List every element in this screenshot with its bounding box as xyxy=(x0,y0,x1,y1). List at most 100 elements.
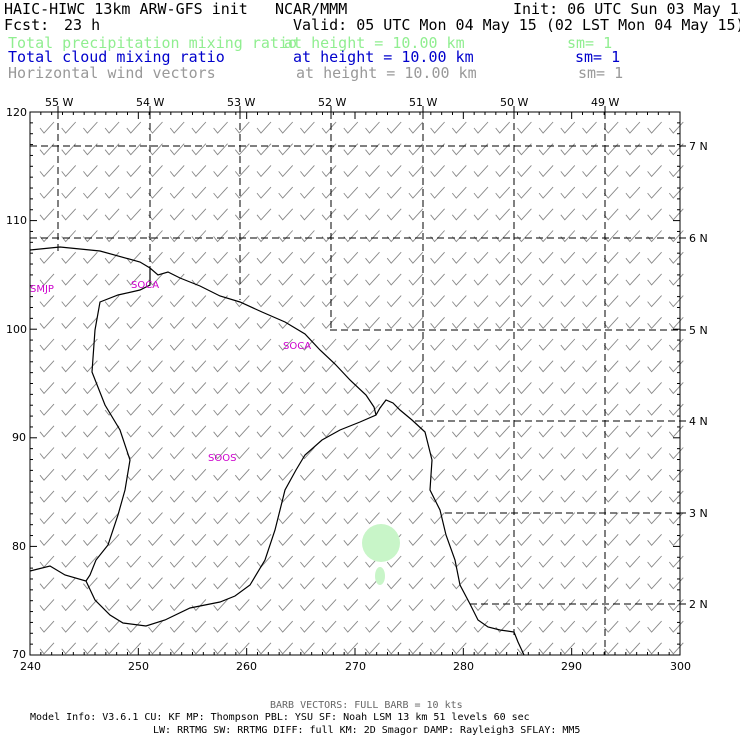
wind-barb xyxy=(538,143,554,156)
wind-barb xyxy=(61,599,77,612)
wind-barb xyxy=(365,165,380,178)
wind-barb xyxy=(213,186,228,199)
wind-barb xyxy=(61,512,77,525)
wind-barb xyxy=(191,316,207,329)
wind-barb xyxy=(83,273,98,286)
wind-barb xyxy=(668,251,684,264)
wind-barb xyxy=(386,338,402,351)
wind-barb xyxy=(256,577,272,590)
wind-barb xyxy=(169,143,185,156)
wind-barb xyxy=(647,295,662,308)
wind-barb xyxy=(126,468,142,481)
wind-barb xyxy=(517,273,532,286)
wind-barb xyxy=(538,316,554,329)
wind-barb xyxy=(83,360,98,373)
wind-barb xyxy=(473,208,489,221)
wind-barb xyxy=(625,512,641,525)
wind-barb xyxy=(343,382,359,395)
wind-barb xyxy=(668,186,684,199)
wind-barb xyxy=(451,186,467,199)
y-tick-label: 110 xyxy=(6,214,27,227)
wind-barb xyxy=(430,251,445,264)
wind-barb xyxy=(668,230,684,243)
wind-barb xyxy=(148,490,163,503)
wind-barb xyxy=(473,490,489,503)
wind-barb xyxy=(538,208,554,221)
wind-barb xyxy=(278,599,294,612)
wind-barb xyxy=(256,273,272,286)
wind-barb xyxy=(603,360,619,373)
wind-barb xyxy=(430,620,445,633)
wind-barb xyxy=(408,382,424,395)
wind-barb xyxy=(104,403,120,416)
lon-label: 55 W xyxy=(45,96,74,109)
wind-barb xyxy=(61,490,77,503)
wind-barb xyxy=(234,165,250,178)
wind-barb xyxy=(560,295,576,308)
wind-barb xyxy=(495,447,511,460)
wind-barb xyxy=(408,533,424,546)
border-west-south xyxy=(29,399,525,656)
wind-barb xyxy=(256,121,272,134)
wind-barb xyxy=(343,620,359,633)
wind-barb xyxy=(538,620,554,633)
wind-barb xyxy=(126,165,142,178)
wind-barb xyxy=(321,208,337,221)
wind-barb xyxy=(300,403,315,416)
wind-barb xyxy=(278,447,294,460)
model-info-line1: Model Info: V3.6.1 CU: KF MP: Thompson P… xyxy=(30,712,530,723)
wind-barb xyxy=(278,512,294,525)
wind-barb xyxy=(256,230,272,243)
wind-barb xyxy=(39,295,55,308)
wind-barb xyxy=(39,382,55,395)
wind-barb xyxy=(603,447,619,460)
wind-barb xyxy=(408,577,424,590)
wind-barb xyxy=(582,642,597,655)
wind-barb xyxy=(386,316,402,329)
wind-barb xyxy=(278,295,294,308)
wind-barb xyxy=(169,577,185,590)
wind-barb xyxy=(668,143,684,156)
wind-barb xyxy=(213,230,228,243)
wind-barb xyxy=(451,273,467,286)
wind-barb xyxy=(278,121,294,134)
wind-barb xyxy=(191,425,207,438)
wind-barb xyxy=(39,642,55,655)
wind-barb xyxy=(191,620,207,633)
wind-barb xyxy=(495,165,511,178)
wind-barb xyxy=(517,642,532,655)
wind-barb xyxy=(668,403,684,416)
wind-barb xyxy=(126,338,142,351)
wind-barb xyxy=(560,316,576,329)
wind-barb xyxy=(169,533,185,546)
wind-barb xyxy=(473,577,489,590)
wind-barb xyxy=(83,186,98,199)
wind-barb xyxy=(473,382,489,395)
wind-barb xyxy=(148,382,163,395)
wind-barb xyxy=(451,599,467,612)
wind-barb xyxy=(126,382,142,395)
wind-barb xyxy=(603,273,619,286)
wind-barb xyxy=(39,425,55,438)
wind-barb xyxy=(83,338,98,351)
wind-barb xyxy=(582,425,597,438)
wind-barb xyxy=(560,447,576,460)
wind-barb xyxy=(39,273,55,286)
wind-barb xyxy=(408,143,424,156)
wind-barb xyxy=(343,360,359,373)
wind-barb xyxy=(430,599,445,612)
wind-barb xyxy=(603,186,619,199)
wind-barb xyxy=(451,316,467,329)
wind-barb xyxy=(582,251,597,264)
wind-barb xyxy=(300,468,315,481)
header-fcst-label: Fcst: xyxy=(4,16,50,34)
wind-barb xyxy=(321,468,337,481)
wind-barb xyxy=(560,251,576,264)
wind-barb xyxy=(321,555,337,568)
wind-barb xyxy=(343,577,359,590)
wind-barb xyxy=(408,316,424,329)
wind-barb xyxy=(365,208,380,221)
wind-barb xyxy=(191,468,207,481)
wind-barb xyxy=(104,316,120,329)
